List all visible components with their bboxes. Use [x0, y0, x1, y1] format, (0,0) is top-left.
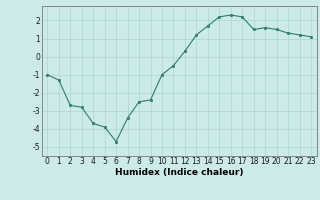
- X-axis label: Humidex (Indice chaleur): Humidex (Indice chaleur): [115, 168, 244, 177]
